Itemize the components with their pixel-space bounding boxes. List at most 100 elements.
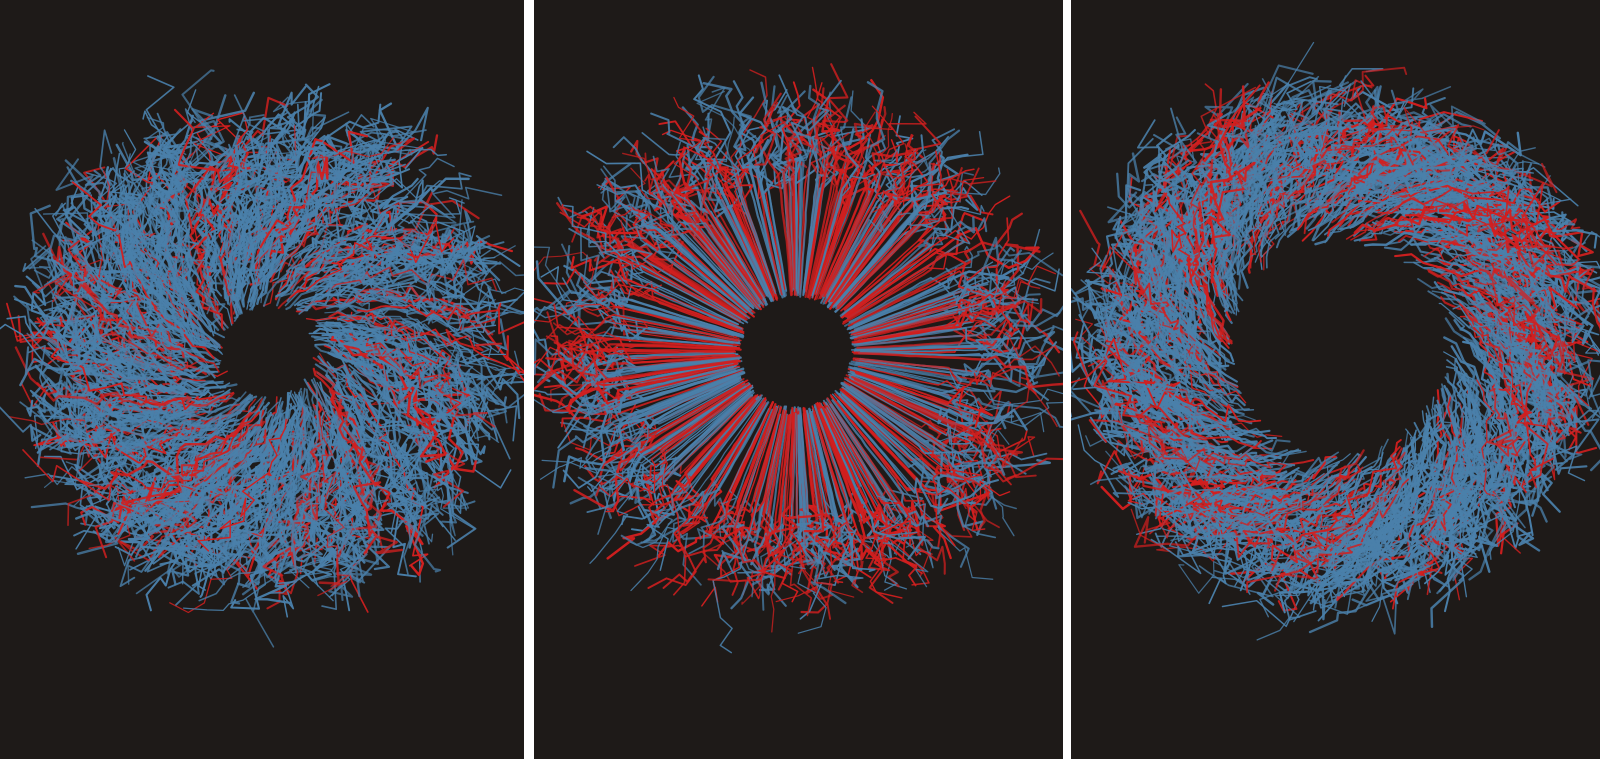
strand — [1208, 85, 1262, 245]
strand — [352, 332, 454, 396]
strand — [1124, 238, 1209, 373]
strand — [247, 103, 382, 304]
strand — [327, 374, 423, 583]
strand — [1347, 429, 1418, 556]
strand — [71, 181, 215, 360]
strand — [637, 209, 761, 310]
strand — [112, 152, 195, 347]
strand — [563, 204, 745, 325]
strand — [180, 119, 226, 331]
strand — [180, 429, 267, 534]
strand — [191, 108, 233, 286]
strand — [156, 112, 226, 339]
strand — [1103, 386, 1300, 462]
strand — [1113, 212, 1228, 395]
strand — [841, 393, 977, 505]
strand — [841, 381, 1006, 476]
strand — [1329, 436, 1417, 598]
strand — [702, 81, 782, 293]
strand — [790, 79, 842, 290]
strand — [852, 319, 1060, 377]
strand — [266, 434, 328, 610]
strand — [629, 397, 765, 549]
strand — [297, 265, 478, 309]
strand — [683, 151, 769, 298]
strand — [600, 385, 753, 498]
strand — [1126, 137, 1239, 387]
strand — [851, 326, 1002, 350]
strand — [1245, 97, 1339, 234]
strand — [260, 140, 424, 304]
strand — [853, 292, 1017, 331]
strand — [600, 187, 750, 320]
strand — [1435, 426, 1464, 535]
strand — [545, 357, 738, 387]
strand — [657, 404, 773, 557]
strand — [1089, 416, 1302, 467]
strand — [248, 161, 368, 308]
strand — [600, 260, 745, 334]
strand — [337, 271, 479, 311]
strand — [562, 371, 746, 489]
strand — [796, 407, 836, 571]
strand — [1356, 180, 1572, 219]
strand — [839, 390, 984, 536]
strand — [0, 406, 226, 452]
strand — [840, 389, 986, 532]
strand — [1350, 196, 1581, 267]
strand — [1266, 106, 1485, 238]
strand — [33, 271, 220, 373]
strand — [1311, 144, 1518, 242]
strand — [857, 365, 982, 392]
strand — [621, 390, 752, 495]
strand — [238, 154, 296, 306]
strand — [842, 248, 972, 323]
strand — [1124, 451, 1339, 515]
strand — [223, 85, 307, 290]
strand — [853, 296, 1024, 336]
strand — [534, 341, 734, 391]
strand — [615, 380, 741, 445]
strand — [19, 401, 213, 455]
strand — [683, 146, 772, 294]
strand — [1305, 127, 1456, 230]
strand — [823, 149, 929, 297]
strand — [326, 369, 411, 575]
strand — [805, 104, 846, 290]
strand — [1171, 116, 1230, 362]
strand — [311, 232, 435, 275]
strand — [809, 408, 876, 573]
strand — [815, 134, 886, 300]
strand — [634, 208, 753, 308]
strand — [36, 382, 220, 408]
strand — [534, 338, 740, 379]
strand — [1108, 370, 1233, 426]
strand — [857, 280, 1006, 338]
strand — [227, 94, 277, 322]
strand — [555, 202, 745, 319]
strand — [707, 406, 778, 583]
strand — [1485, 362, 1541, 552]
strand — [853, 302, 1029, 341]
strand — [740, 139, 786, 297]
strand — [811, 405, 848, 566]
strand — [814, 105, 894, 300]
strand — [589, 392, 755, 564]
strand — [675, 399, 757, 519]
strand — [838, 397, 966, 532]
strand — [1232, 102, 1310, 232]
strand — [855, 358, 984, 417]
strand — [597, 385, 747, 535]
strand — [557, 326, 734, 364]
strand — [766, 162, 790, 292]
strand — [585, 352, 735, 387]
strand — [180, 94, 227, 297]
strand — [22, 423, 249, 502]
strand — [647, 398, 767, 589]
strand — [561, 270, 744, 337]
strand — [704, 86, 777, 295]
strand — [829, 150, 942, 303]
strand — [753, 92, 784, 296]
